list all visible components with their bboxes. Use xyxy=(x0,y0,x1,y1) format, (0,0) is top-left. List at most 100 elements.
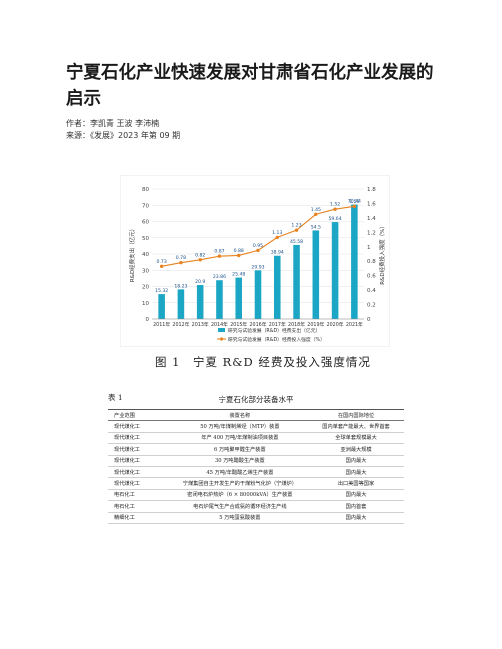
cell-status: 国内单套产能最大、世界首套 xyxy=(308,420,404,433)
chart-bar xyxy=(216,280,223,319)
cell-equipment: 30 万吨醋酸生产装置 xyxy=(171,455,309,467)
header-status: 在国内国际地位 xyxy=(308,409,404,422)
intensity-point xyxy=(352,204,357,209)
chart-bars xyxy=(158,204,358,319)
cell-status: 出口美国等国家 xyxy=(308,477,404,490)
intensity-point xyxy=(237,253,241,258)
y-tick-label: 60 xyxy=(142,220,149,226)
x-tick-label: 2019年 xyxy=(307,321,324,328)
cell-status: 国内最大 xyxy=(308,466,404,479)
cell-equipment: 电石炉尾气生产合成氨的循环经济生产线 xyxy=(171,500,309,513)
intensity-point xyxy=(159,264,164,268)
legend-line-label: 研究与试验发展（R&D）经费投入强度（%） xyxy=(228,336,325,343)
chart-bar xyxy=(196,285,204,319)
intensity-point xyxy=(333,207,337,211)
bar-value-label: 38.94 xyxy=(271,250,284,256)
intensity-point xyxy=(179,260,183,265)
y-tick-label: 0 xyxy=(146,317,150,323)
bar-value-label: 15.32 xyxy=(155,288,168,294)
bar-value-label: 59.64 xyxy=(329,216,342,222)
cell-equipment: 密闭电石炉热炉（6 × 80000kVA）生产装置 xyxy=(171,489,309,502)
intensity-point xyxy=(217,254,222,258)
y-tick-label: 80 xyxy=(142,187,149,193)
cell-equipment: 50 万吨/年煤制烯烃（MTP）装置 xyxy=(171,420,309,433)
x-tick-label: 2017年 xyxy=(269,321,286,328)
y-tick-label: 30 xyxy=(142,268,149,274)
y2-tick-label: 1 xyxy=(367,245,371,251)
chart-legend: 研究与试验发展（R&D）经费支出（亿元） 研究与试验发展（R&D）经费投入强度（%… xyxy=(217,327,325,343)
x-tick-label: 2011年 xyxy=(153,321,170,328)
x-tick-label: 2012年 xyxy=(172,321,189,328)
table-label: 表 1 xyxy=(108,393,123,402)
cell-status: 全球单套规模最大 xyxy=(308,432,404,445)
cell-equipment: 年产 400 万吨/年煤制油项目装置 xyxy=(171,432,309,445)
bar-value-label: 29.93 xyxy=(251,264,264,270)
x-tick-label: 2020年 xyxy=(327,321,344,328)
chart-bar xyxy=(293,244,300,319)
header-equipment: 装置名称 xyxy=(171,409,309,422)
chart-bar xyxy=(351,204,358,319)
cell-industry: 现代煤化工 xyxy=(108,477,172,490)
table-row: 电石化工 密闭电石炉热炉（6 × 80000kVA）生产装置 国内最大 xyxy=(108,489,404,502)
chart-bar xyxy=(158,294,165,319)
line-value-label: 0.73 xyxy=(157,259,167,265)
table-row: 现代煤化工 30 万吨醋酸生产装置 国内最大 xyxy=(108,455,404,467)
cell-industry: 精细化工 xyxy=(108,512,172,524)
table-body: 现代煤化工 50 万吨/年煤制烯烃（MTP）装置 国内单套产能最大、世界首套 现代煤化… xyxy=(108,420,404,524)
y2-tick-label: 0.4 xyxy=(367,288,376,294)
bar-value-label: 25.48 xyxy=(232,272,245,278)
line-value-label: 1.13 xyxy=(272,230,282,236)
table-header-row: 产业范围 装置名称 在国内国际地位 xyxy=(108,409,404,422)
intensity-point xyxy=(198,258,202,262)
chart-bar xyxy=(331,222,339,319)
y-tick-label: 40 xyxy=(142,252,149,258)
chart-bar xyxy=(273,255,281,319)
y2-axis-title: R&D经费投入强度（%） xyxy=(378,223,386,285)
y2-tick-label: 1.8 xyxy=(367,187,376,193)
intensity-point xyxy=(275,235,279,240)
cell-equipment: 宁煤集团自主开发生产的干煤粉气化炉（宁煤炉） xyxy=(171,477,309,490)
x-tick-label: 2013年 xyxy=(192,321,209,328)
y2-tick-label: 1.6 xyxy=(367,201,376,207)
y2-tick-label: 0.6 xyxy=(367,274,376,280)
cell-status: 国内最大 xyxy=(308,489,404,502)
legend-bar-swatch xyxy=(218,328,225,332)
table-title: 宁夏石化部分装备水平 xyxy=(218,395,294,404)
x-tick-label: 2015年 xyxy=(230,321,247,328)
table-row: 现代煤化工 宁煤集团自主开发生产的干煤粉气化炉（宁煤炉） 出口美国等国家 xyxy=(108,477,404,490)
article-title: 宁夏石化产业快速发展对甘肃省石化产业发展的启示 xyxy=(66,63,434,109)
chart-line xyxy=(159,204,357,268)
chart-axes: 0 10 20 30 40 50 60 70 80 0 0.2 0.4 0.6 0.8 1 1.2 1.4 1.6… xyxy=(128,187,386,328)
line-value-label: 1.23 xyxy=(291,223,301,229)
y-tick-label: 20 xyxy=(142,285,149,291)
x-tick-label: 2016年 xyxy=(249,321,266,328)
article-authors: 作者：李凯青 王波 李沛楠 xyxy=(66,119,160,128)
bar-value-label: 20.9 xyxy=(195,279,205,285)
cell-industry: 现代煤化工 xyxy=(108,443,172,456)
y2-tick-label: 0 xyxy=(367,317,371,323)
chart-bar xyxy=(312,230,320,319)
figure-caption: 图 1 宁夏 R&D 经费及投入强度情况 xyxy=(155,355,371,369)
y2-tick-label: 1.2 xyxy=(367,230,376,236)
rd-chart: 15.32 18.23 20.9 23.86 25.48 29.93 38.94 45.58 5… xyxy=(120,175,390,347)
cell-equipment: 6 万吨聚甲醛生产装置 xyxy=(171,443,309,456)
equipment-table: 产业范围 装置名称 在国内国际地位 现代煤化工 50 万吨/年煤制烯烃（MTP）装… xyxy=(108,409,404,524)
chart-bar xyxy=(254,270,262,319)
line-value-label: 0.87 xyxy=(214,249,224,255)
cell-status: 国内最大 xyxy=(308,512,404,524)
line-value-label: 0.88 xyxy=(234,248,244,254)
table-row: 现代煤化工 年产 400 万吨/年煤制油项目装置 全球单套规模最大 xyxy=(108,432,404,445)
article-source: 来源：《发展》2023 年第 09 期 xyxy=(66,131,181,140)
bar-value-label: 45.58 xyxy=(290,239,303,245)
cell-equipment: 5 万吨蛋氨酸装置 xyxy=(171,512,309,524)
intensity-point xyxy=(256,248,260,253)
table-row: 现代煤化工 6 万吨聚甲醛生产装置 亚洲最大规模 xyxy=(108,443,404,456)
y2-tick-label: 0.8 xyxy=(367,259,376,265)
header-industry: 产业范围 xyxy=(108,409,172,422)
x-tick-label: 2014年 xyxy=(211,321,228,328)
intensity-point xyxy=(294,228,299,232)
intensity-point xyxy=(314,212,318,216)
line-value-label: 1.56 xyxy=(349,199,359,205)
y-tick-label: 70 xyxy=(142,203,149,209)
cell-industry: 现代煤化工 xyxy=(108,420,172,433)
